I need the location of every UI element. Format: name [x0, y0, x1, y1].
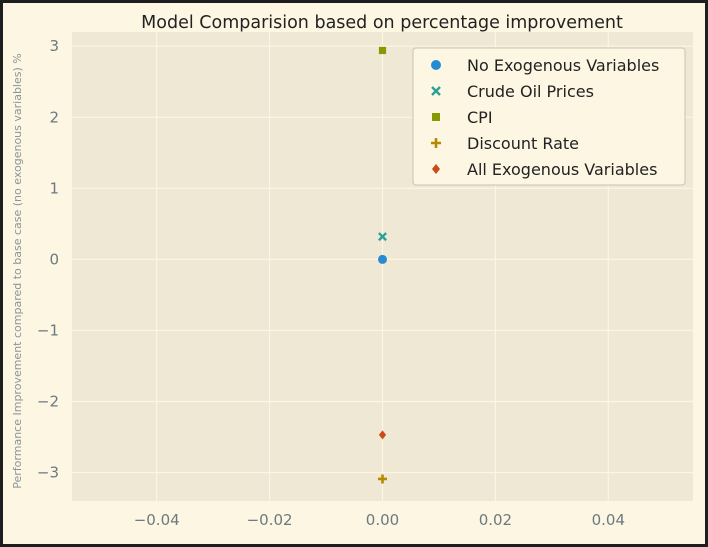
legend-label: All Exogenous Variables — [467, 160, 657, 179]
data-point — [378, 232, 387, 242]
legend-marker — [431, 138, 441, 148]
y-tick-label: 3 — [49, 37, 59, 55]
legend-marker — [431, 86, 441, 96]
y-tick-label: 0 — [49, 250, 59, 268]
x-tick-label: −0.02 — [247, 511, 293, 529]
legend: No Exogenous Variables Crude Oil Prices CP… — [412, 47, 686, 186]
legend-marker — [432, 113, 440, 121]
y-axis-label: Performance Improvement compared to base… — [11, 53, 24, 488]
legend-label: No Exogenous Variables — [467, 56, 659, 75]
x-tick-label: 0.04 — [592, 511, 625, 529]
y-tick-label: −3 — [37, 464, 59, 482]
data-point — [378, 430, 387, 440]
chart-figure: −0.04 −0.02 0.00 0.02 0.04 −3 −2 −1 0 1 2 3 Model C… — [3, 3, 705, 544]
chart-title: Model Comparision based on percentage im… — [141, 13, 623, 33]
x-tick-label: 0.00 — [366, 511, 399, 529]
legend-label: Discount Rate — [467, 134, 579, 153]
chart-svg: −0.04 −0.02 0.00 0.02 0.04 −3 −2 −1 0 1 2 3 Model C… — [11, 13, 693, 529]
y-tick-label: −1 — [37, 321, 59, 339]
data-point — [378, 474, 387, 484]
legend-label: Crude Oil Prices — [467, 82, 594, 101]
y-tick-label: −2 — [37, 393, 59, 411]
legend-box — [412, 47, 686, 186]
legend-label: CPI — [467, 108, 493, 127]
x-tick-label: −0.04 — [134, 511, 180, 529]
tick-labels: −0.04 −0.02 0.00 0.02 0.04 −3 −2 −1 0 1 2 3 — [37, 37, 625, 529]
legend-marker — [432, 164, 440, 174]
x-tick-label: 0.02 — [479, 511, 512, 529]
data-point — [378, 254, 387, 264]
y-tick-label: 2 — [49, 108, 59, 126]
data-points — [378, 46, 387, 484]
y-tick-label: 1 — [49, 179, 59, 197]
legend-marker — [431, 60, 441, 70]
data-point — [378, 46, 387, 55]
